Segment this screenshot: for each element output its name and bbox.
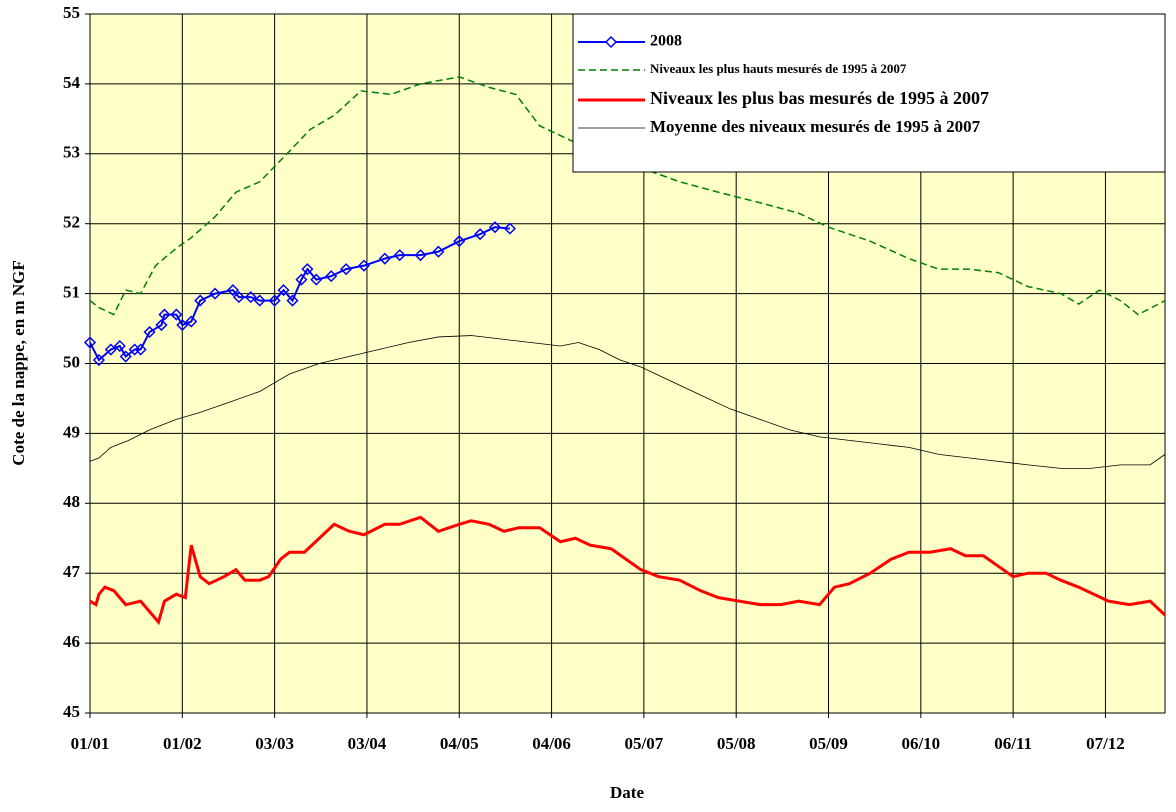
point-marker <box>119 350 132 363</box>
point-marker <box>474 228 487 241</box>
point-marker <box>378 252 391 265</box>
y-axis-label: Cote de la nappe, en m NGF <box>9 260 28 465</box>
y-tick-label: 55 <box>63 3 80 22</box>
point-marker <box>185 315 198 328</box>
x-tick-label: 06/10 <box>901 734 940 753</box>
point-marker <box>357 259 371 272</box>
series-line <box>89 515 1167 626</box>
y-tick-label: 49 <box>63 422 80 441</box>
point-marker <box>158 308 171 321</box>
x-tick-label: 07/12 <box>1086 734 1125 753</box>
point-marker <box>194 294 207 307</box>
point-marker <box>176 318 189 332</box>
point-marker <box>226 284 239 297</box>
point-marker <box>286 294 299 307</box>
point-marker <box>244 291 257 304</box>
x-tick-label: 03/03 <box>255 734 294 753</box>
point-marker <box>432 245 445 258</box>
y-tick-label: 47 <box>63 562 81 581</box>
legend-label: Niveaux les plus bas mesurés de 1995 à 2… <box>650 88 989 108</box>
y-tick-label: 48 <box>63 492 80 511</box>
point-marker <box>414 249 427 262</box>
point-marker <box>301 263 314 276</box>
legend-label: Niveaux les plus hauts mesurés de 1995 à… <box>650 61 907 76</box>
y-tick-label: 53 <box>63 143 80 162</box>
x-tick-label: 05/09 <box>809 734 848 753</box>
point-marker <box>253 294 266 307</box>
legend-box <box>572 13 1166 173</box>
legend-label: 2008 <box>650 33 682 50</box>
y-tick-label: 52 <box>63 213 80 232</box>
x-axis-label: Date <box>610 783 644 802</box>
x-tick-label: 03/04 <box>348 734 387 753</box>
point-marker <box>453 235 466 248</box>
x-tick-label: 05/08 <box>717 734 756 753</box>
legend-marker <box>604 35 618 49</box>
point-marker <box>295 273 308 286</box>
x-tick-label: 04/06 <box>532 734 571 753</box>
y-tick-label: 51 <box>63 283 80 302</box>
y-tick-label: 46 <box>63 632 80 651</box>
x-tick-label: 04/05 <box>440 734 479 753</box>
point-marker <box>503 222 516 235</box>
point-marker <box>83 336 97 349</box>
point-marker <box>155 318 168 332</box>
point-marker <box>143 325 156 339</box>
point-marker <box>104 343 117 356</box>
point-marker <box>488 221 502 234</box>
point-marker <box>325 270 338 283</box>
legend-label: Moyenne des niveaux mesurés de 1995 à 20… <box>650 117 981 136</box>
point-marker <box>310 273 323 286</box>
point-marker <box>232 291 245 304</box>
point-marker <box>393 249 406 262</box>
point-marker <box>209 287 222 300</box>
y-tick-label: 45 <box>63 702 80 721</box>
point-marker <box>170 308 183 321</box>
point-marker <box>340 263 353 276</box>
point-marker <box>92 353 105 367</box>
point-marker <box>277 284 290 297</box>
series-line <box>89 76 1166 316</box>
x-tick-label: 06/11 <box>994 734 1032 753</box>
x-tick-label: 05/07 <box>625 734 664 753</box>
x-tick-label: 01/02 <box>163 734 202 753</box>
point-marker <box>113 339 126 353</box>
y-tick-label: 50 <box>63 352 80 371</box>
x-tick-label: 01/01 <box>71 734 110 753</box>
y-tick-label: 54 <box>63 73 81 92</box>
point-marker <box>134 343 147 356</box>
series-line <box>89 335 1166 469</box>
point-marker <box>268 294 281 307</box>
